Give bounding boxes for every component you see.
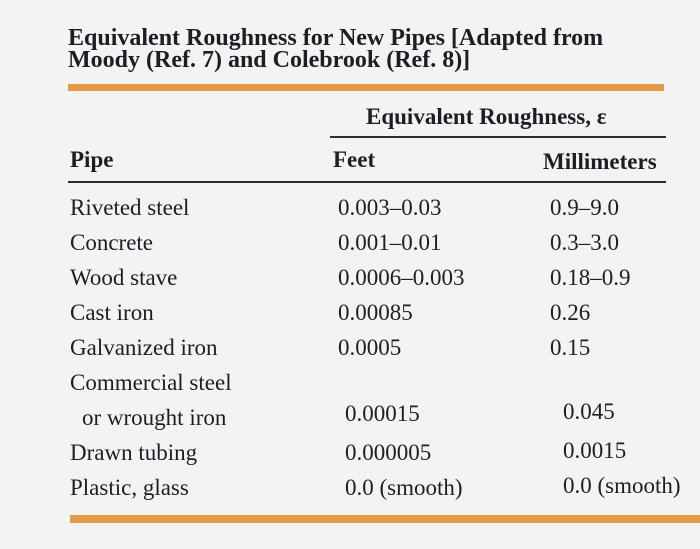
top-bar [68,84,664,91]
pipe-name: Riveted steel [70,195,190,220]
column-header: Pipe [70,147,114,172]
pipe-name: Commercial steel [70,370,232,395]
header-rule [68,181,666,183]
bottom-bar [70,515,700,523]
title-line: Equivalent Roughness for New Pipes [Adap… [68,25,604,51]
feet-value: 0.000005 [345,440,432,465]
pipe-name: Cast iron [70,300,154,325]
feet-value: 0.00015 [345,401,420,426]
column-header: Feet [333,147,376,172]
title-line: Moody (Ref. 7) and Colebrook (Ref. 8)] [68,47,471,73]
mm-value: 0.3–3.0 [550,230,619,255]
mm-value: 0.18–0.9 [550,265,631,290]
mm-value: 0.0 (smooth) [563,473,681,498]
feet-value: 0.003–0.03 [338,195,442,220]
feet-value: 0.0006–0.003 [338,265,465,290]
group-rule [330,136,666,138]
pipe-name: Galvanized iron [70,335,218,360]
pipe-name: Drawn tubing [70,440,198,465]
feet-value: 0.001–0.01 [338,230,442,255]
group-header: Equivalent Roughness, ε [366,104,607,129]
pipe-name: or wrought iron [82,405,227,430]
mm-value: 0.0015 [563,438,627,463]
pipe-name: Wood stave [70,265,178,290]
pipe-name: Concrete [70,230,154,255]
mm-value: 0.9–9.0 [550,195,619,220]
mm-value: 0.15 [550,335,591,360]
mm-value: 0.045 [563,399,615,424]
feet-value: 0.00085 [338,300,413,325]
feet-value: 0.0 (smooth) [345,475,463,500]
pipe-name: Plastic, glass [70,475,189,500]
feet-value: 0.0005 [338,335,402,360]
mm-value: 0.26 [550,300,591,325]
column-header: Millimeters [543,149,657,174]
